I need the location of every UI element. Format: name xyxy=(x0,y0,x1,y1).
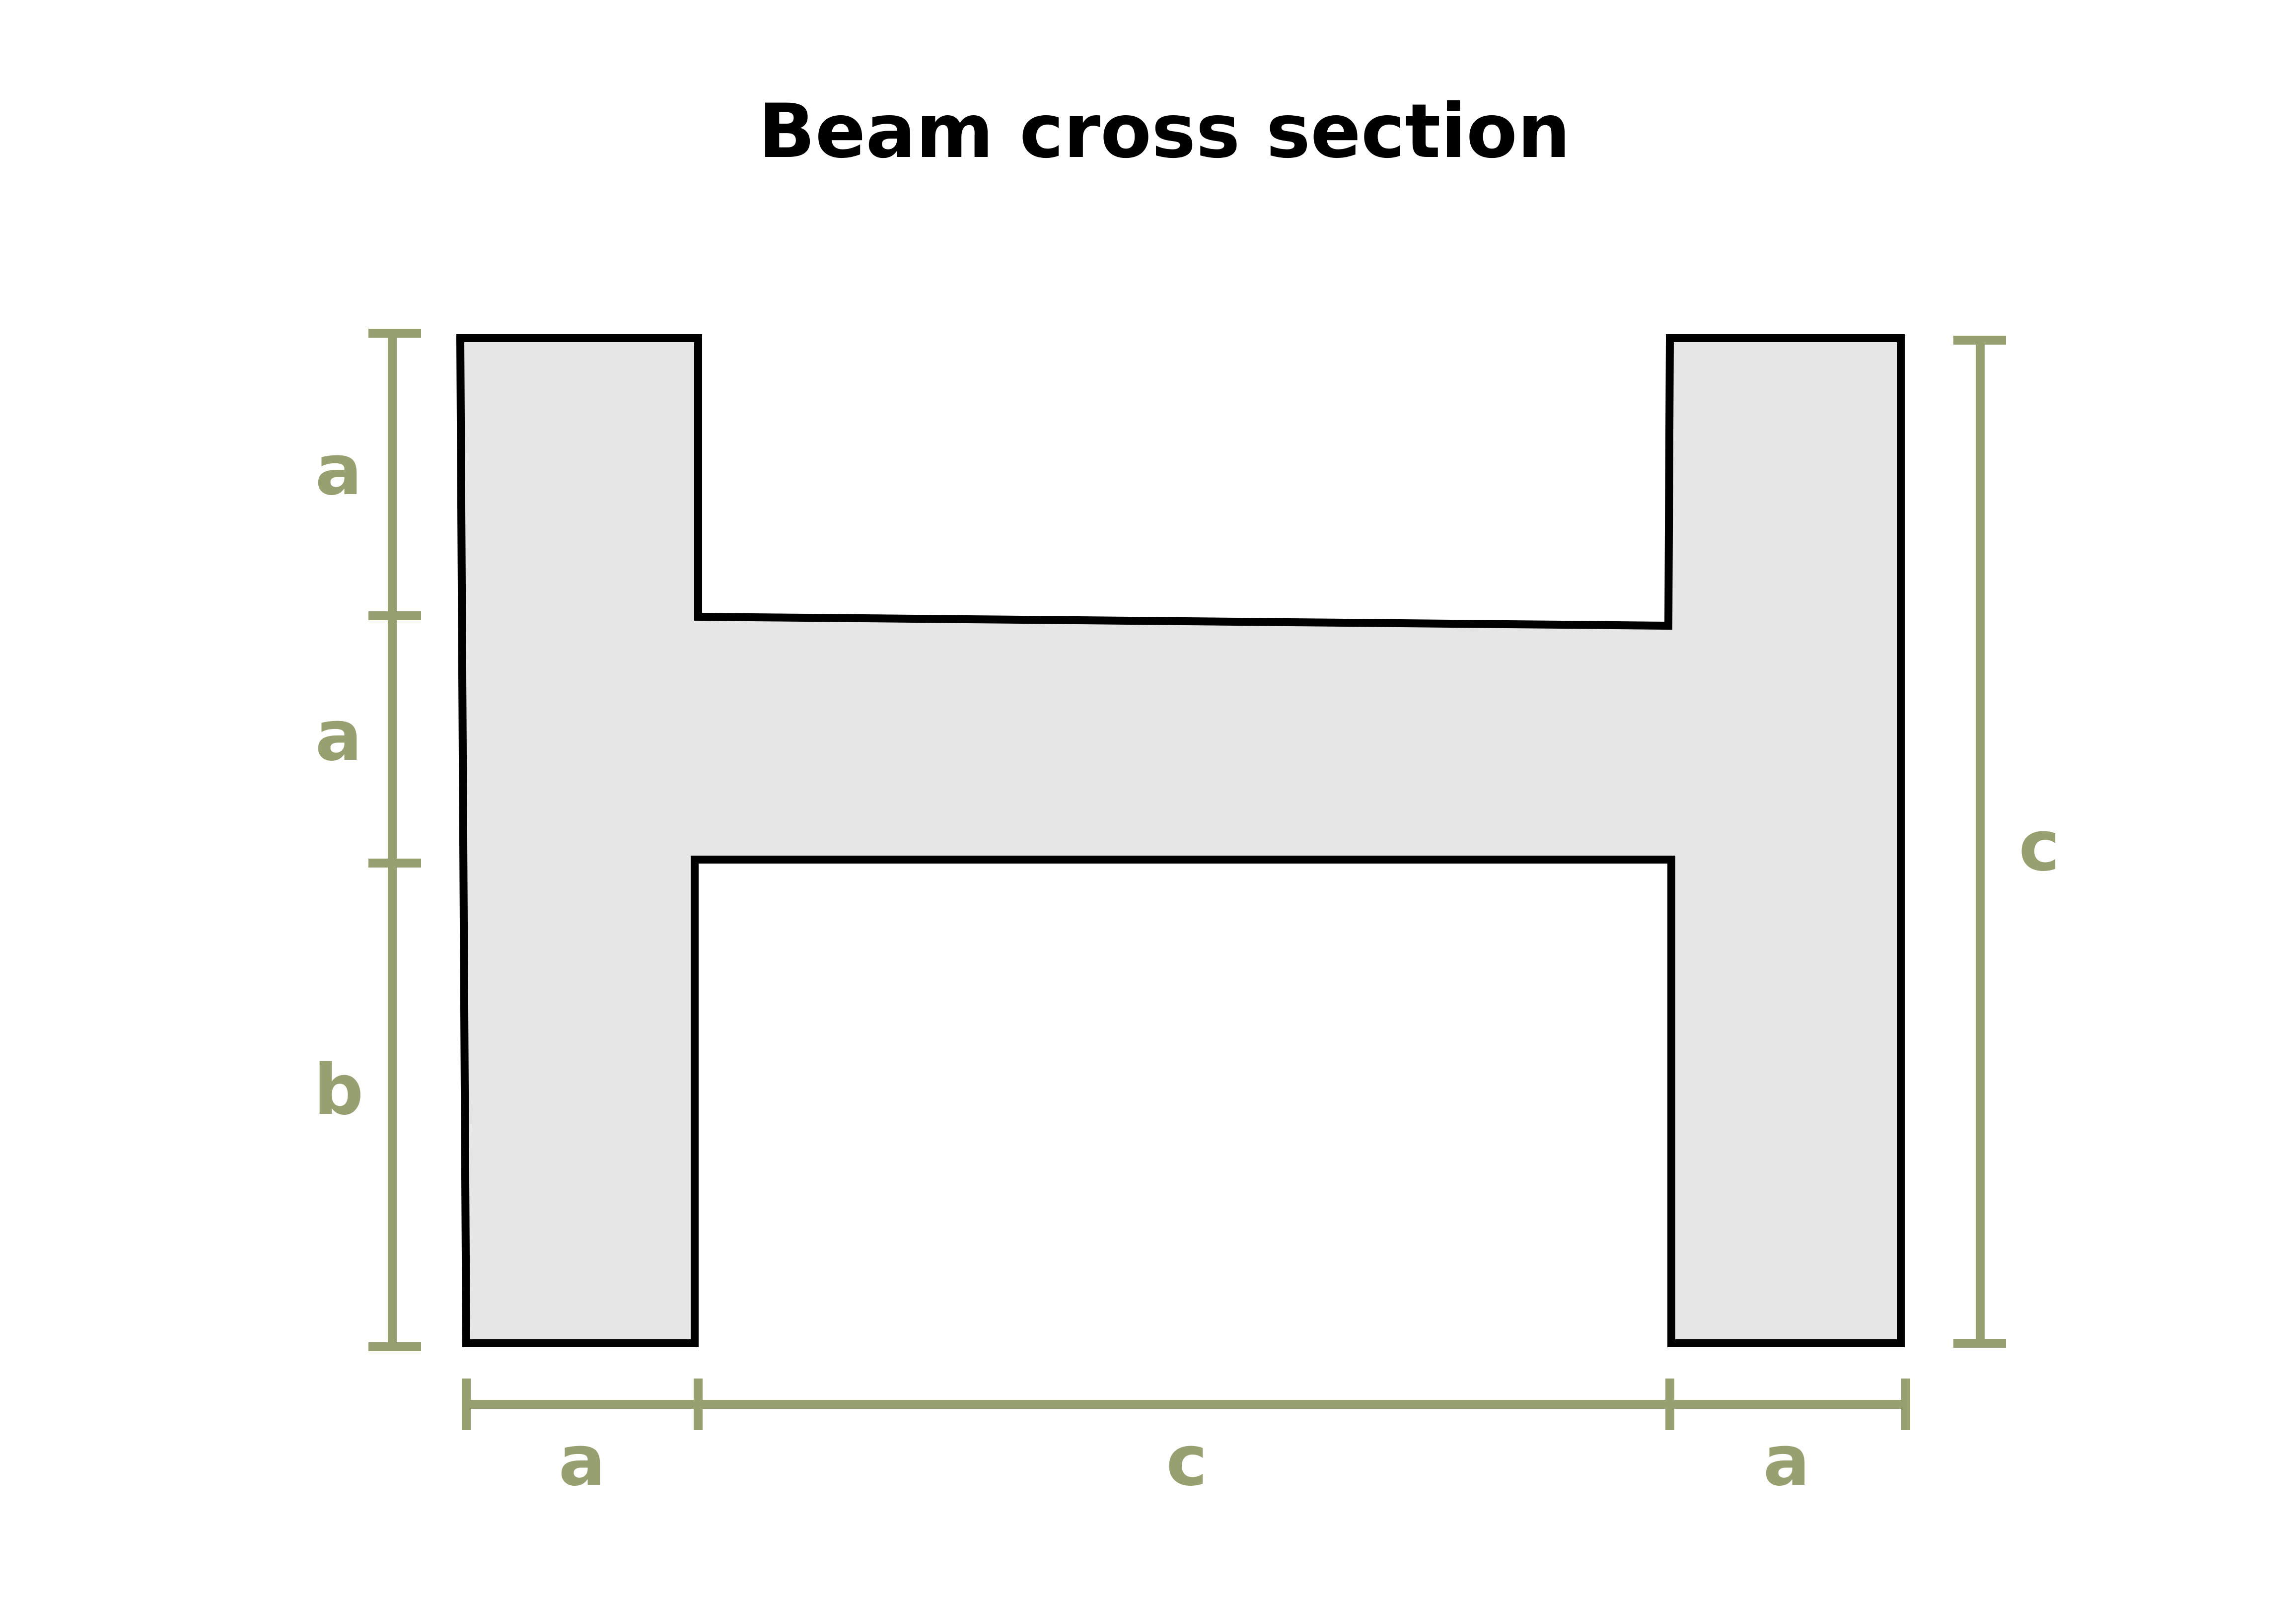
right-dimension-line xyxy=(1953,340,2006,1343)
beam-section-shape xyxy=(460,338,1901,1343)
label-bottom-right-a: a xyxy=(1763,1421,1810,1502)
left-dimension-line xyxy=(368,333,421,1347)
label-bottom-left-a: a xyxy=(559,1421,605,1502)
label-left-bottom-b: b xyxy=(314,1050,363,1131)
label-left-middle-a: a xyxy=(315,696,362,777)
label-bottom-center-c: c xyxy=(1166,1421,1208,1502)
label-right-c: c xyxy=(2019,806,2060,887)
label-left-top-a: a xyxy=(315,430,362,511)
diagram-title: Beam cross section xyxy=(758,88,1570,175)
